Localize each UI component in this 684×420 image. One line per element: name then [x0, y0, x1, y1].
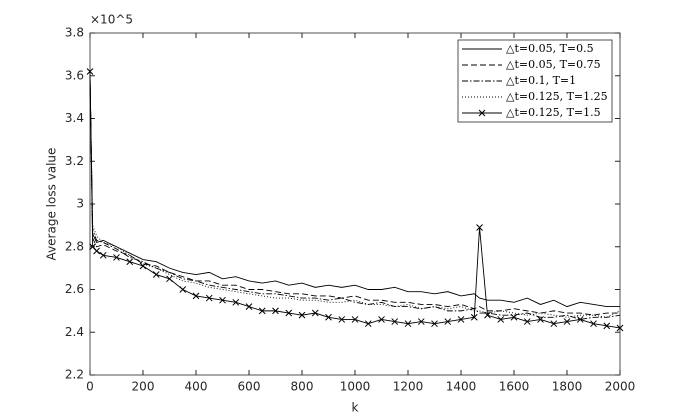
marker	[603, 322, 611, 330]
y-tick-label: 2.4	[65, 325, 84, 339]
y-tick-label: 2.6	[65, 282, 84, 296]
marker	[325, 313, 332, 321]
marker	[93, 247, 100, 255]
x-tick-label: 800	[291, 380, 314, 394]
x-tick-label: 1600	[499, 380, 530, 394]
series-line	[89, 71, 621, 329]
marker	[258, 307, 266, 315]
marker	[537, 316, 544, 323]
marker	[616, 324, 624, 332]
marker	[205, 294, 213, 302]
marker	[285, 309, 293, 317]
legend-label: △t=0.1, T=1	[506, 74, 576, 87]
marker	[550, 320, 558, 328]
marker	[311, 309, 319, 317]
x-tick-label: 600	[238, 380, 261, 394]
series-line	[89, 75, 620, 316]
marker	[470, 313, 478, 321]
x-tick-label: 1400	[446, 380, 477, 394]
y-exponent: ×10^5	[90, 13, 133, 27]
y-tick-label: 3.2	[65, 154, 84, 168]
x-tick-label: 2000	[605, 380, 636, 394]
x-tick-label: 1200	[393, 380, 424, 394]
x-tick-label: 1000	[340, 380, 371, 394]
marker	[245, 303, 253, 310]
marker	[444, 318, 452, 325]
marker	[364, 320, 372, 328]
marker	[510, 313, 518, 321]
y-tick-label: 3.6	[65, 68, 84, 82]
y-tick-label: 2.2	[65, 368, 84, 382]
marker	[497, 316, 505, 323]
series-line	[89, 75, 621, 318]
marker	[113, 254, 120, 261]
marker	[99, 251, 107, 259]
legend-label: △t=0.125, T=1.25	[506, 90, 608, 103]
legend-box	[457, 39, 613, 123]
marker	[192, 292, 200, 300]
y-tick-label: 3.8	[65, 26, 84, 40]
marker	[476, 224, 483, 231]
marker	[391, 318, 399, 325]
marker	[152, 271, 160, 278]
marker	[139, 262, 147, 270]
marker	[232, 298, 240, 306]
marker	[219, 296, 226, 304]
marker	[563, 318, 571, 325]
marker	[338, 316, 346, 323]
legend-label: △t=0.05, T=0.75	[506, 58, 601, 71]
marker	[351, 316, 359, 323]
legend-label: △t=0.125, T=1.5	[506, 106, 601, 119]
marker	[576, 316, 584, 323]
y-axis-label: Average loss value	[45, 148, 59, 261]
marker	[86, 68, 94, 75]
marker	[166, 275, 173, 283]
marker	[523, 318, 531, 325]
x-tick-label: 200	[132, 380, 155, 394]
marker	[431, 320, 438, 328]
marker	[179, 286, 187, 293]
x-tick-label: 400	[185, 380, 208, 394]
y-tick-label: 2.8	[65, 239, 84, 253]
marker	[590, 320, 597, 328]
x-axis-label: k	[352, 401, 359, 415]
marker	[404, 320, 412, 328]
marker	[272, 307, 279, 315]
marker	[298, 311, 306, 319]
x-tick-label: 0	[86, 380, 94, 394]
marker	[126, 258, 134, 266]
y-tick-label: 3	[76, 197, 84, 211]
legend-marker	[478, 109, 486, 117]
series-line	[89, 75, 620, 308]
x-tick-label: 1800	[552, 380, 583, 394]
marker	[417, 318, 425, 325]
legend-label: △t=0.05, T=0.5	[506, 42, 594, 55]
marker	[484, 311, 491, 319]
y-tick-label: 3.4	[65, 111, 84, 125]
marker	[378, 316, 385, 323]
marker	[457, 316, 465, 323]
